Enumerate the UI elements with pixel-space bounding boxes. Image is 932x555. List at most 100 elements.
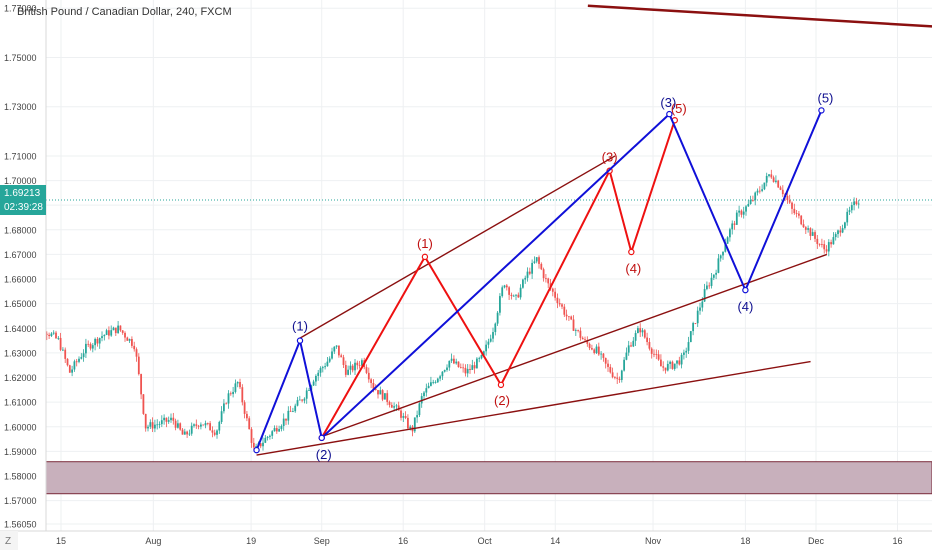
- candle-body: [724, 243, 727, 252]
- candle-body: [735, 212, 738, 225]
- candle-body: [464, 367, 467, 374]
- candle-body: [620, 370, 623, 380]
- candle-body: [588, 343, 591, 349]
- wave-blue-label: (3): [660, 95, 676, 110]
- candle-body: [818, 243, 821, 245]
- candle-body: [183, 431, 186, 435]
- candle-body: [280, 425, 283, 430]
- candle-body: [220, 411, 223, 422]
- price-tick-label: 1.73000: [4, 102, 37, 112]
- price-tick-label: 1.56050: [4, 520, 37, 530]
- candle-body: [685, 350, 688, 353]
- candle-body: [397, 405, 400, 411]
- candle-body: [96, 338, 99, 344]
- candle-body: [788, 200, 791, 203]
- candle-body: [75, 361, 78, 363]
- candle-body: [402, 416, 405, 418]
- candle-body: [82, 353, 85, 358]
- candle-body: [632, 340, 635, 347]
- wave-red-label: (4): [625, 261, 641, 276]
- time-tick-label: Sep: [314, 536, 330, 546]
- candle-body: [331, 351, 333, 359]
- price-tick-label: 1.58000: [4, 471, 37, 481]
- candle-body: [791, 202, 793, 209]
- candle-body: [248, 418, 251, 430]
- candle-body: [501, 287, 504, 297]
- time-tick-label: 14: [550, 536, 560, 546]
- candle-body: [292, 411, 294, 412]
- price-axis: 1.770001.750001.730001.710001.700001.690…: [0, 0, 47, 531]
- price-tick-label: 1.59000: [4, 447, 37, 457]
- candle-body: [172, 417, 175, 421]
- candle-body: [342, 357, 345, 365]
- candle-body: [584, 339, 586, 341]
- settings-corner[interactable]: Z: [0, 531, 18, 550]
- candle-body: [117, 325, 120, 334]
- candle-body: [586, 339, 589, 344]
- candle-body: [597, 346, 600, 355]
- candle-body: [218, 421, 221, 431]
- candle-body: [308, 390, 310, 391]
- candle-body: [377, 390, 379, 395]
- candle-body: [386, 393, 389, 402]
- candle-body: [547, 278, 550, 284]
- candle-body: [365, 367, 368, 373]
- candle-body: [781, 189, 784, 195]
- time-tick-label: Aug: [145, 536, 161, 546]
- candle-body: [821, 244, 823, 245]
- candle-body: [710, 277, 713, 286]
- candle-body: [703, 289, 706, 302]
- candle-body: [319, 368, 322, 373]
- trendlines-layer: [256, 4, 932, 456]
- candle-body: [131, 339, 133, 346]
- candle-body: [140, 374, 143, 395]
- candle-body: [528, 271, 531, 274]
- candle-body: [294, 405, 297, 412]
- candle-body: [190, 425, 193, 434]
- candle-body: [324, 366, 327, 368]
- candle-body: [315, 375, 317, 382]
- candle-body: [798, 213, 800, 216]
- candle-body: [407, 417, 409, 429]
- wave-red-pivot: [628, 248, 635, 256]
- candle-body: [372, 382, 375, 389]
- candle-body: [413, 417, 416, 432]
- candle-body: [811, 232, 814, 236]
- candle-body: [579, 330, 582, 338]
- candle-body: [317, 372, 320, 376]
- candle-body: [786, 195, 789, 201]
- support-zone-layer: [45, 461, 932, 495]
- candle-body: [607, 363, 609, 367]
- candle-body: [262, 442, 264, 447]
- wave-red-pivot: [497, 381, 505, 389]
- candle-body: [213, 432, 216, 435]
- candle-body: [742, 211, 745, 215]
- candle-body: [565, 314, 568, 317]
- candle-body: [857, 203, 860, 205]
- price-tick-label: 1.60000: [4, 422, 37, 432]
- candle-body: [733, 223, 736, 225]
- candle-body: [448, 360, 451, 368]
- candle-body: [814, 232, 816, 239]
- candle-body: [494, 323, 497, 333]
- candle-body: [151, 422, 154, 429]
- candle-body: [515, 294, 517, 296]
- candle-body: [202, 424, 205, 426]
- candle-body: [637, 328, 639, 334]
- candle-body: [519, 287, 522, 298]
- candle-body: [200, 424, 202, 427]
- candle-body: [673, 363, 676, 369]
- candle-body: [841, 228, 844, 233]
- candle-body: [795, 213, 798, 214]
- candle-body: [275, 428, 278, 432]
- candle-body: [800, 215, 803, 225]
- candle-body: [165, 417, 168, 422]
- candle-body: [216, 430, 218, 435]
- candle-body: [144, 413, 147, 429]
- candle-body: [455, 361, 458, 364]
- candle-body: [809, 228, 812, 236]
- candle-body: [225, 403, 228, 405]
- candle-body: [848, 210, 851, 212]
- candle-body: [59, 337, 62, 350]
